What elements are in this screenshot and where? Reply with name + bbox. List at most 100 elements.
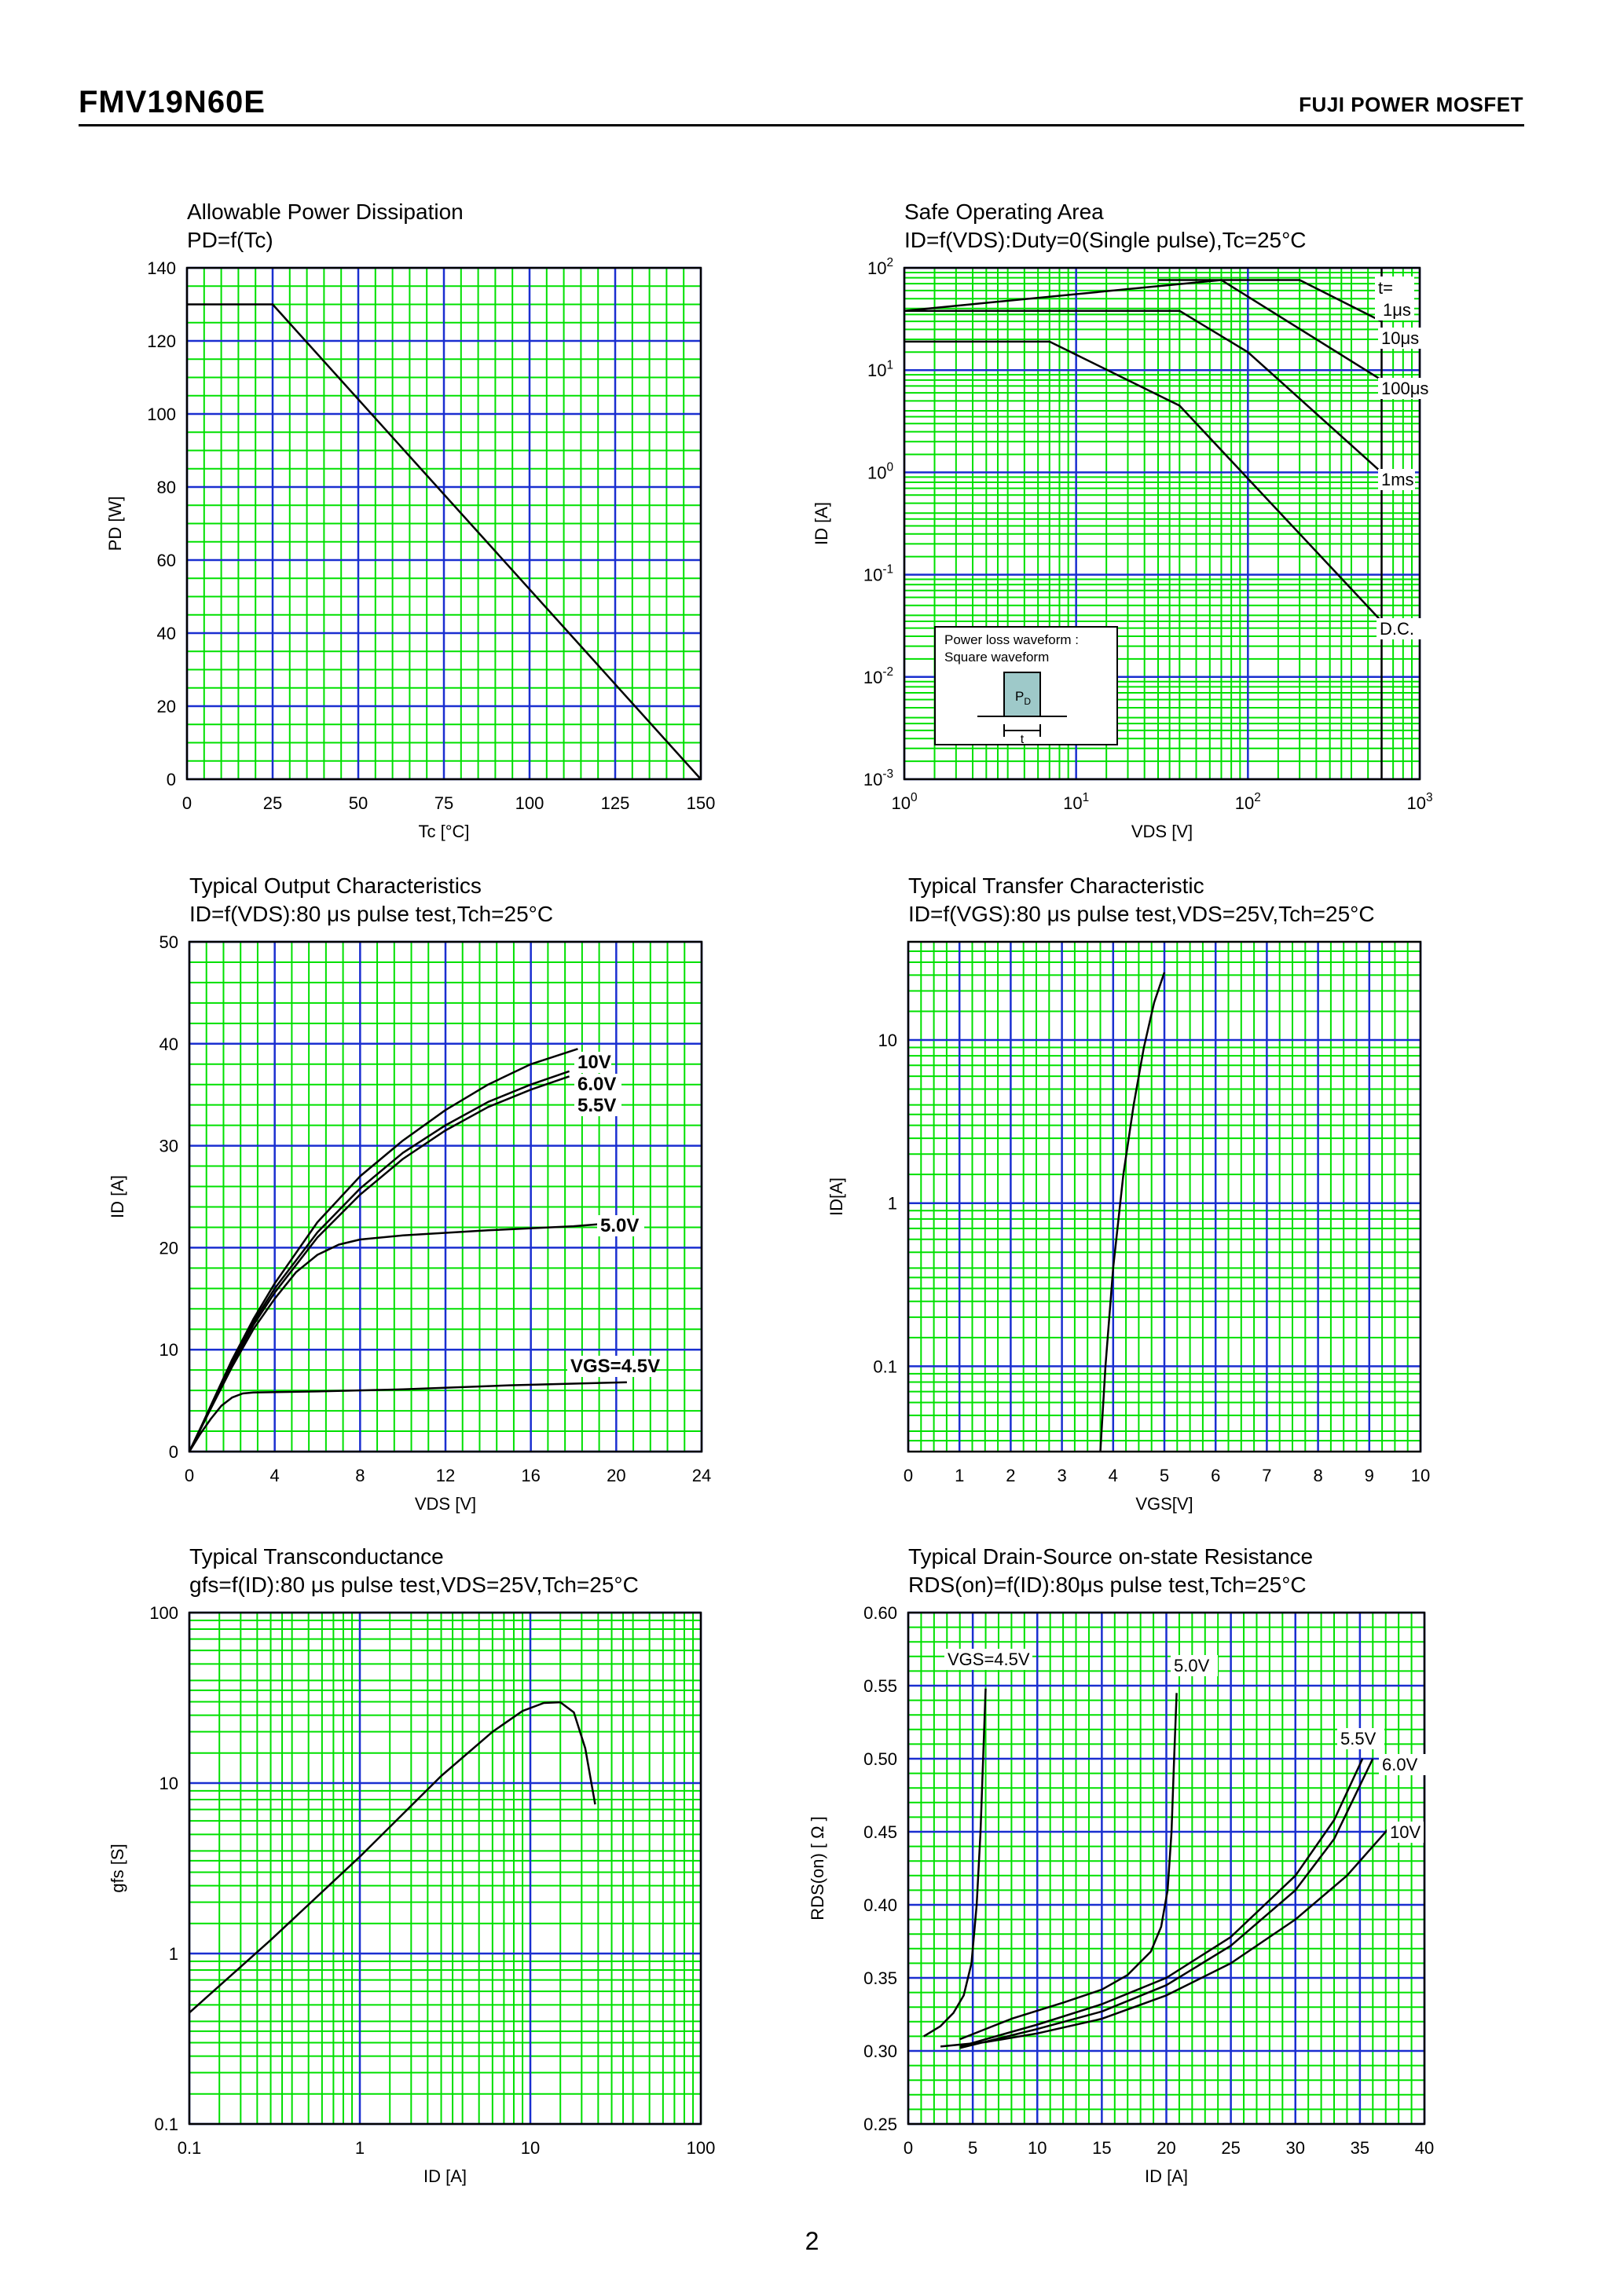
x-tick-label: 5 xyxy=(1160,1466,1169,1485)
label-vgs-6v: 6.0V xyxy=(1382,1755,1418,1774)
x-tick-label: 8 xyxy=(355,1466,365,1485)
chart-subtitle: ID=f(VDS):Duty=0(Single pulse),Tc=25°C xyxy=(904,228,1307,252)
label-bg xyxy=(597,1215,644,1236)
label-vgs-5-5v: 5.5V xyxy=(1340,1729,1377,1749)
x-tick-label: 0 xyxy=(904,2138,913,2158)
label-10us: 10μs xyxy=(1381,328,1419,348)
x-tick-label: 0.1 xyxy=(178,2138,202,2158)
label-bg xyxy=(1378,378,1435,399)
label-vgs-5v: 5.0V xyxy=(600,1215,639,1236)
inset-line2: Square waveform xyxy=(944,650,1049,665)
series-line-2 xyxy=(904,309,1383,474)
series-line-0 xyxy=(189,1701,596,2014)
y-tick-label: 100 xyxy=(867,461,893,483)
y-tick-label: 0.40 xyxy=(863,1895,897,1915)
y-tick-label: 40 xyxy=(157,624,176,643)
waveform-inset: Power loss waveform : Square waveform PD t xyxy=(934,626,1118,746)
y-tick-label: 100 xyxy=(149,1603,178,1623)
series-group xyxy=(904,279,1383,622)
x-tick-label: 5 xyxy=(968,2138,977,2158)
plot-frame xyxy=(907,940,1422,1453)
x-tick-label: 40 xyxy=(1415,2138,1434,2158)
y-axis-label: gfs [S] xyxy=(108,1844,127,1892)
chart-power: Allowable Power Dissipation PD=f(Tc) 0 25 50… xyxy=(105,200,715,841)
series-line-0 xyxy=(1158,279,1383,323)
chart-subtitle: gfs=f(ID):80 μs pulse test,VDS=25V,Tch=2… xyxy=(189,1573,639,1597)
chart-title: Typical Transconductance xyxy=(189,1544,444,1569)
x-tick-label: 10 xyxy=(1411,1466,1430,1485)
y-tick-label: 100 xyxy=(147,405,176,424)
y-tick-label: 0.35 xyxy=(863,1968,897,1988)
x-tick-label: 12 xyxy=(436,1466,455,1485)
series-line-0 xyxy=(1099,972,1166,1452)
label-vgs-5-5v: 5.5V xyxy=(577,1095,616,1116)
y-tick-label: 0.30 xyxy=(863,2041,897,2061)
plot-grid xyxy=(188,1611,702,2126)
x-tick-label: 4 xyxy=(270,1466,280,1485)
label-bg xyxy=(1337,1728,1384,1749)
width-label: t xyxy=(1021,733,1025,746)
series-line-2 xyxy=(189,1075,570,1452)
pulse-label: PD xyxy=(1015,689,1031,707)
y-tick-label: 10-2 xyxy=(863,665,893,687)
label-vgs-10v: 10V xyxy=(1390,1822,1421,1842)
series-line-1 xyxy=(904,279,1383,381)
plot-grid xyxy=(185,266,702,781)
chart-title: Typical Drain-Source on-state Resistance xyxy=(908,1544,1313,1569)
x-tick-label: 101 xyxy=(1063,791,1089,813)
inset-line1: Power loss waveform : xyxy=(944,632,1079,647)
x-tick-label: 20 xyxy=(1157,2138,1175,2158)
y-tick-label: 20 xyxy=(159,1238,178,1258)
label-vgs-10v: 10V xyxy=(577,1052,611,1073)
series-line-1 xyxy=(959,1693,1178,2041)
label-vgs-6v: 6.0V xyxy=(577,1074,616,1095)
series-line-0 xyxy=(923,1688,987,2038)
y-tick-label: 0.60 xyxy=(863,1603,897,1623)
y-tick-label: 20 xyxy=(157,697,176,716)
y-tick-label: 0.25 xyxy=(863,2115,897,2134)
chart-subtitle: ID=f(VGS):80 μs pulse test,VDS=25V,Tch=2… xyxy=(908,902,1375,926)
y-tick-label: 140 xyxy=(147,258,176,278)
label-bg xyxy=(944,1649,1032,1670)
y-tick-label: 102 xyxy=(867,256,893,278)
x-tick-label: 35 xyxy=(1351,2138,1369,2158)
label-t-1us-value: 1μs xyxy=(1383,300,1411,320)
x-axis-label: VGS[V] xyxy=(1135,1494,1193,1514)
label-100us: 100μs xyxy=(1381,379,1428,398)
y-axis-label: ID [A] xyxy=(108,1175,127,1218)
series-line-3 xyxy=(959,1758,1374,2049)
series-line-0 xyxy=(187,303,701,779)
chart-subtitle: ID=f(VDS):80 μs pulse test,Tch=25°C xyxy=(189,902,553,926)
series-line-3 xyxy=(189,1223,599,1452)
y-tick-label: 101 xyxy=(867,358,893,380)
header-rule xyxy=(79,124,1524,126)
chart-title: Safe Operating Area xyxy=(904,200,1104,224)
series-line-3 xyxy=(904,340,1383,622)
label-vgs-4-5v: VGS=4.5V xyxy=(570,1356,660,1377)
x-tick-label: 8 xyxy=(1313,1466,1322,1485)
x-tick-label: 1 xyxy=(355,2138,365,2158)
y-tick-label: 0.1 xyxy=(154,2115,178,2134)
x-tick-label: 125 xyxy=(601,793,630,813)
x-tick-label: 25 xyxy=(1221,2138,1240,2158)
label-bg xyxy=(1379,1754,1426,1775)
part-number: FMV19N60E xyxy=(79,85,266,119)
series-line-4 xyxy=(189,1381,627,1452)
x-axis-label: ID [A] xyxy=(1145,2166,1188,2186)
y-tick-label: 50 xyxy=(159,932,178,952)
y-tick-label: 80 xyxy=(157,478,176,497)
x-axis-label: VDS [V] xyxy=(1131,822,1193,841)
x-axis-label: VDS [V] xyxy=(415,1494,476,1514)
chart-gfs: Typical Transconductance gfs=f(ID):80 μs … xyxy=(108,1544,715,2186)
chart-rdson: Typical Drain-Source on-state Resistance… xyxy=(808,1544,1434,2186)
series-group xyxy=(923,1688,1391,2049)
chart-title: Typical Output Characteristics xyxy=(189,873,482,898)
label-vgs-4-5v: VGS=4.5V xyxy=(948,1650,1030,1669)
chart-transfer: Typical Transfer Characteristic ID=f(VGS)… xyxy=(827,873,1430,1514)
label-dc: D.C. xyxy=(1380,619,1414,639)
y-tick-label: 0 xyxy=(167,770,176,789)
y-tick-label: 40 xyxy=(159,1034,178,1054)
series-line-1 xyxy=(189,1070,570,1452)
x-tick-label: 10 xyxy=(521,2138,540,2158)
